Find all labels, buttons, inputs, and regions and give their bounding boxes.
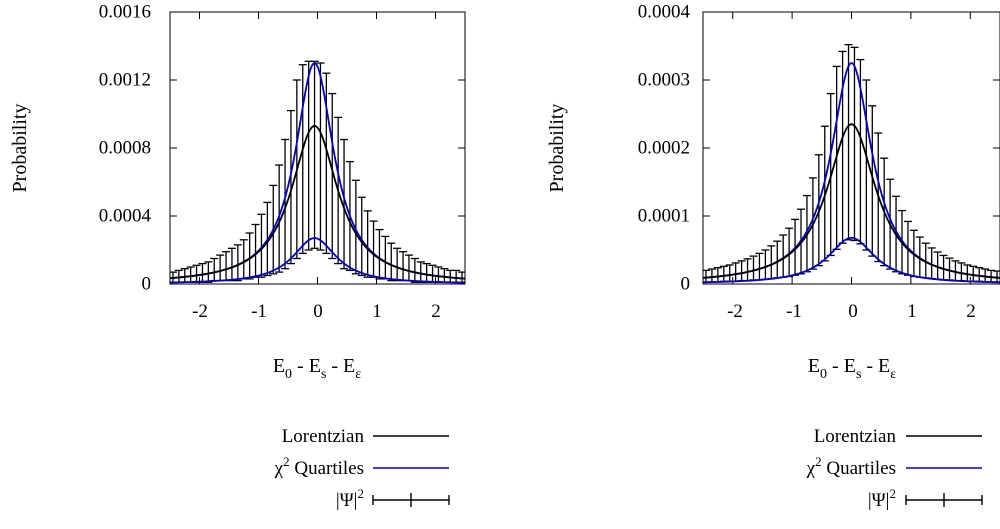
psi-errorbar (393, 247, 402, 282)
ytick-label: 0.0003 (638, 70, 690, 91)
xtick-label: -1 (786, 301, 802, 322)
quartile-upper-curve (703, 62, 1000, 279)
psi-errorbar (755, 252, 764, 281)
legend-label-quartiles: χ2 Quartiles (274, 454, 364, 479)
psi-errorbar (310, 60, 319, 249)
xtick-label: 0 (313, 301, 323, 322)
psi-errorbar (316, 62, 325, 251)
psi-errorbar (868, 105, 877, 257)
psi-errorbar (737, 260, 746, 282)
legend-label-lorentzian: Lorentzian (282, 426, 365, 447)
plot-area-left (170, 60, 465, 284)
y-axis-label: Probability (546, 104, 568, 193)
legend-label-quartiles: χ2 Quartiles (806, 454, 896, 479)
legend-left: Lorentzian χ2 Quartiles |Ψ|2 (274, 426, 450, 511)
xtick-label: 2 (966, 301, 976, 322)
psi-errorbar (749, 255, 758, 281)
plot-frame-right (702, 11, 1000, 285)
legend-label-psi: |Ψ|2 (868, 486, 896, 511)
quartile-upper-curve (170, 62, 465, 280)
ytick-label: 0.0004 (99, 206, 152, 227)
y-axis-label: Probability (9, 104, 31, 193)
psi-errorbar (222, 251, 231, 282)
psi-errorbar (975, 267, 984, 282)
plot-area-right (703, 43, 1000, 284)
ytick-label: 0.0012 (99, 70, 151, 91)
xtick-label: 2 (431, 301, 441, 322)
psi-errorbar (351, 179, 360, 275)
xtick-label: -2 (192, 301, 208, 322)
psi-errorbar (245, 232, 254, 280)
plot-frame-left (169, 11, 466, 285)
psi-errorbar (399, 251, 408, 282)
psi-errorbar (233, 244, 242, 282)
psi-errorbar (761, 249, 770, 280)
xtick-label: -1 (251, 301, 267, 322)
psi-errorbar (357, 196, 366, 277)
xtick-label: 0 (848, 301, 858, 322)
quartile-lower-curve (703, 236, 1000, 284)
ytick-label: 0 (681, 274, 691, 295)
legend-swatch-psi (905, 493, 983, 507)
ytick-label: 0.0016 (99, 2, 151, 23)
psi-errorbar (281, 138, 290, 270)
lorentzian-curve (703, 123, 1000, 279)
psi-errorbar (340, 138, 349, 270)
psi-errorbar (713, 267, 722, 283)
chart-panel-left: 0 0.0004 0.0008 0.0012 0.0016 -2 -1 0 1 … (9, 2, 466, 511)
legend-label-psi: |Ψ|2 (336, 486, 364, 511)
ytick-label: 0.0002 (638, 138, 690, 159)
lorentzian-curve (170, 125, 465, 280)
ytick-label: 0.0001 (638, 206, 690, 227)
legend-swatch-psi (372, 493, 450, 507)
tick-marks-left (170, 11, 465, 285)
x-axis-label: E0 - Es - Eε (273, 355, 361, 382)
psi-errorbar (328, 92, 337, 260)
psi-errorbar (275, 164, 284, 273)
xtick-label: 1 (372, 301, 382, 322)
psi-errorbar (422, 262, 431, 283)
ytick-label: 0 (142, 274, 152, 295)
psi-errorbar (227, 247, 236, 282)
psi-errorbar (322, 72, 331, 255)
ytick-label: 0.0004 (638, 2, 691, 23)
ytick-label: 0.0008 (99, 138, 151, 159)
psi-errorbar (286, 109, 295, 265)
quartile-lower-curve (170, 237, 465, 284)
tick-marks-right (703, 11, 1000, 285)
psi-errorbar (298, 64, 307, 255)
legend-label-lorentzian: Lorentzian (814, 426, 897, 447)
psi-errorbar (719, 265, 728, 282)
x-axis-label: E0 - Es - Eε (808, 355, 896, 382)
xtick-label: -2 (727, 301, 743, 322)
psi-errorbar (743, 258, 752, 282)
legend-right: Lorentzian χ2 Quartiles |Ψ|2 (806, 426, 983, 511)
xtick-label: 1 (907, 301, 917, 322)
chart-panel-right: 0 0.0001 0.0002 0.0003 0.0004 -2 -1 0 1 … (546, 2, 1000, 511)
